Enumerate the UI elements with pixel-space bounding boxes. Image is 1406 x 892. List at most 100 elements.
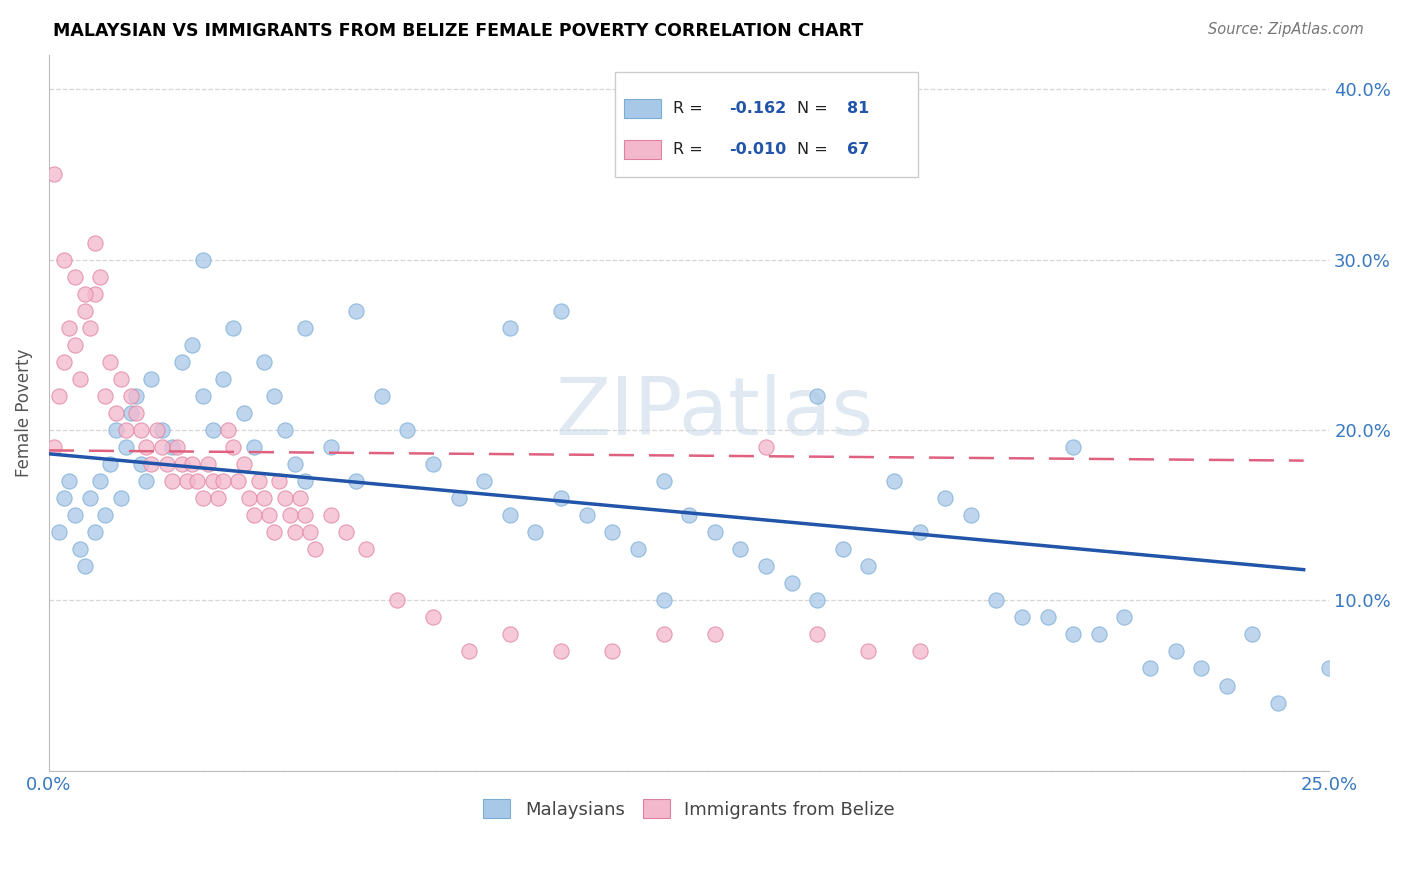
Point — [63, 508, 86, 523]
Point — [191, 491, 214, 505]
Point — [176, 474, 198, 488]
FancyBboxPatch shape — [624, 99, 661, 119]
Point — [135, 440, 157, 454]
Point — [217, 423, 239, 437]
Point — [344, 303, 367, 318]
Point — [652, 474, 675, 488]
Point — [181, 457, 204, 471]
Point — [104, 406, 127, 420]
Point — [110, 372, 132, 386]
Point — [201, 474, 224, 488]
Point — [1011, 610, 1033, 624]
Text: Source: ZipAtlas.com: Source: ZipAtlas.com — [1208, 22, 1364, 37]
Point — [273, 491, 295, 505]
Point — [145, 423, 167, 437]
Text: R =: R = — [673, 142, 709, 157]
Point — [166, 440, 188, 454]
Point — [1139, 661, 1161, 675]
Point — [120, 406, 142, 420]
Point — [1317, 661, 1340, 675]
Point — [63, 338, 86, 352]
Point — [150, 423, 173, 437]
Point — [135, 474, 157, 488]
Point — [458, 644, 481, 658]
Point — [986, 593, 1008, 607]
Text: ZIPatlas: ZIPatlas — [555, 374, 873, 452]
Point — [201, 423, 224, 437]
Point — [79, 320, 101, 334]
Point — [294, 508, 316, 523]
Point — [396, 423, 419, 437]
Point — [269, 474, 291, 488]
Point — [1267, 696, 1289, 710]
Point — [160, 474, 183, 488]
Point — [48, 389, 70, 403]
Text: N =: N = — [797, 102, 834, 116]
Point — [73, 303, 96, 318]
Point — [858, 644, 880, 658]
Text: MALAYSIAN VS IMMIGRANTS FROM BELIZE FEMALE POVERTY CORRELATION CHART: MALAYSIAN VS IMMIGRANTS FROM BELIZE FEMA… — [53, 22, 863, 40]
Point — [883, 474, 905, 488]
Point — [472, 474, 495, 488]
Point — [212, 372, 235, 386]
Point — [58, 320, 80, 334]
Point — [422, 610, 444, 624]
Point — [141, 372, 163, 386]
Point — [550, 303, 572, 318]
Point — [299, 525, 322, 540]
Text: N =: N = — [797, 142, 834, 157]
Point — [186, 474, 208, 488]
Point — [284, 457, 307, 471]
Point — [222, 440, 245, 454]
Point — [387, 593, 409, 607]
Point — [247, 474, 270, 488]
Point — [53, 491, 76, 505]
Point — [232, 406, 254, 420]
Point — [172, 457, 194, 471]
Text: 67: 67 — [846, 142, 869, 157]
Point — [73, 559, 96, 574]
Point — [48, 525, 70, 540]
Point — [63, 269, 86, 284]
Point — [104, 423, 127, 437]
Point — [222, 320, 245, 334]
Point — [100, 457, 122, 471]
Point — [304, 542, 326, 557]
Point — [197, 457, 219, 471]
Point — [652, 593, 675, 607]
Point — [1036, 610, 1059, 624]
Point — [89, 474, 111, 488]
Point — [58, 474, 80, 488]
Point — [806, 389, 828, 403]
Point — [94, 508, 117, 523]
Point — [1216, 679, 1239, 693]
Point — [207, 491, 229, 505]
Point — [1241, 627, 1264, 641]
Point — [1164, 644, 1187, 658]
Point — [53, 355, 76, 369]
Point — [550, 491, 572, 505]
Point — [1062, 440, 1084, 454]
Point — [141, 457, 163, 471]
Point — [447, 491, 470, 505]
Point — [934, 491, 956, 505]
Point — [1189, 661, 1212, 675]
Point — [110, 491, 132, 505]
Point — [129, 423, 152, 437]
Point — [89, 269, 111, 284]
Point — [755, 559, 778, 574]
Text: 81: 81 — [846, 102, 869, 116]
Point — [172, 355, 194, 369]
Point — [575, 508, 598, 523]
Point — [288, 491, 311, 505]
Point — [319, 440, 342, 454]
Point — [831, 542, 853, 557]
Point — [524, 525, 547, 540]
Point — [191, 252, 214, 267]
Point — [150, 440, 173, 454]
Point — [84, 525, 107, 540]
Point — [212, 474, 235, 488]
Point — [908, 644, 931, 658]
Point — [703, 525, 725, 540]
Point — [652, 627, 675, 641]
